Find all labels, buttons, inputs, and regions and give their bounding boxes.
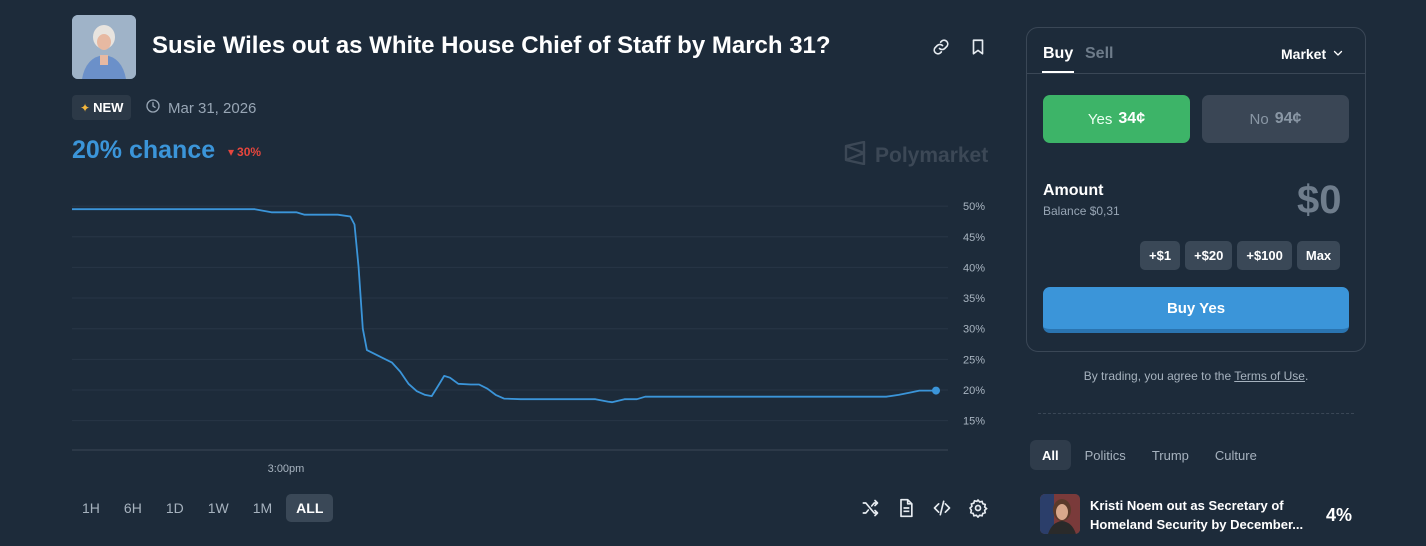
no-outcome-button[interactable]: No 94¢ (1202, 95, 1349, 143)
order-type-dropdown[interactable]: Market (1281, 46, 1344, 62)
amount-label: Amount (1043, 182, 1104, 199)
price-line (72, 208, 936, 404)
x-tick-label: 3:00pm (268, 463, 305, 475)
y-tick-label: 20% (963, 385, 985, 397)
chance-value: 20% chance (72, 136, 216, 164)
chart-grid (72, 205, 948, 451)
related-market-title-line2: Homeland Security by December... (1090, 517, 1304, 532)
time-range-selector: 1H 6H 1D 1W 1M ALL (72, 494, 334, 522)
polymarket-wordmark: Polymarket (875, 144, 989, 167)
balance-text: Balance $0,31 (1043, 204, 1120, 218)
polymarket-logo-icon (844, 140, 866, 171)
y-tick-label: 45% (963, 232, 985, 244)
trade-panel (1026, 27, 1366, 352)
end-date-text: Mar 31, 2026 (168, 99, 257, 117)
y-tick-label: 30% (963, 324, 985, 336)
related-market-title[interactable]: Kristi Noem out as Secretary of Homeland… (1090, 496, 1315, 534)
code-icon[interactable] (932, 498, 952, 518)
y-tick-label: 15% (963, 416, 985, 428)
end-date: Mar 31, 2026 (145, 98, 256, 118)
market-image (72, 15, 136, 79)
quick-amount-button[interactable]: Max (1296, 241, 1341, 270)
category-tab-culture[interactable]: Culture (1214, 447, 1257, 463)
range-button-6h[interactable]: 6H (123, 500, 142, 516)
terms-prefix: By trading, you agree to the (1083, 369, 1235, 383)
no-price: 94¢ (1274, 110, 1302, 127)
chance-change-value: 30% (237, 145, 262, 159)
range-button-1m[interactable]: 1M (252, 500, 273, 516)
chart-x-ticks: 3:00pm (268, 463, 305, 475)
new-badge-label: NEW (93, 100, 124, 115)
quick-amount-button[interactable]: +$100 (1237, 241, 1292, 270)
terms-suffix: . (1304, 369, 1309, 383)
order-type-label: Market (1281, 46, 1327, 62)
amount-input[interactable]: $0 (1297, 178, 1342, 222)
sidebar-divider (1038, 413, 1354, 414)
quick-amount-button[interactable]: +$20 (1185, 241, 1233, 270)
y-tick-label: 25% (963, 354, 985, 366)
y-tick-label: 40% (963, 262, 985, 274)
y-tick-label: 50% (963, 201, 985, 213)
category-tab-politics[interactable]: Politics (1084, 447, 1126, 463)
range-button-1w[interactable]: 1W (207, 500, 229, 516)
chevron-down-icon (1332, 46, 1344, 62)
new-badge: ✦ NEW (72, 95, 132, 120)
gear-icon[interactable] (968, 498, 988, 519)
yes-price: 34¢ (1118, 110, 1146, 127)
active-tab-indicator (1042, 71, 1074, 73)
market-title: Susie Wiles out as White House Chief of … (152, 32, 831, 59)
range-button-1d[interactable]: 1D (165, 500, 184, 516)
y-tick-label: 35% (963, 293, 985, 305)
polymarket-watermark: Polymarket (844, 140, 989, 171)
buy-yes-button[interactable]: Buy Yes (1043, 287, 1349, 333)
terms-notice: By trading, you agree to the Terms of Us… (1026, 369, 1366, 383)
clock-icon (145, 98, 161, 118)
current-price-dot (932, 386, 940, 395)
category-tab-all[interactable]: All (1030, 440, 1071, 470)
yes-outcome-button[interactable]: Yes 34¢ (1043, 95, 1190, 143)
sparkle-icon: ✦ (80, 100, 91, 115)
quick-amount-button[interactable]: +$1 (1140, 241, 1181, 270)
document-icon[interactable] (896, 498, 916, 518)
category-tabs: All Politics Trump Culture (1030, 440, 1269, 470)
bookmark-icon[interactable] (969, 38, 987, 56)
range-button-1h[interactable]: 1H (82, 500, 100, 516)
tab-buy[interactable]: Buy (1043, 45, 1074, 62)
price-chart[interactable]: 50% 45% 40% 35% 30% 25% 20% 15% 3:00pm (0, 180, 1010, 480)
tab-sell[interactable]: Sell (1085, 45, 1114, 62)
down-triangle-icon: ▾ (228, 145, 235, 159)
shuffle-icon[interactable] (860, 498, 880, 518)
related-market-chance: 4% (1326, 505, 1353, 525)
related-market-image[interactable] (1040, 494, 1080, 534)
related-market-title-line1: Kristi Noem out as Secretary of (1090, 498, 1284, 513)
terms-of-use-link[interactable]: Terms of Use (1234, 369, 1305, 383)
link-icon[interactable] (932, 38, 950, 56)
quick-amount-buttons: +$1 +$20 +$100 Max (1140, 241, 1341, 270)
range-button-all[interactable]: ALL (286, 494, 334, 522)
yes-label: Yes (1087, 110, 1113, 128)
chart-y-ticks: 50% 45% 40% 35% 30% 25% 20% 15% (963, 201, 985, 427)
no-label: No (1249, 110, 1269, 128)
chance-change: ▾ 30% (228, 145, 261, 159)
category-tab-trump[interactable]: Trump (1151, 447, 1189, 463)
tabs-divider (1027, 73, 1365, 74)
